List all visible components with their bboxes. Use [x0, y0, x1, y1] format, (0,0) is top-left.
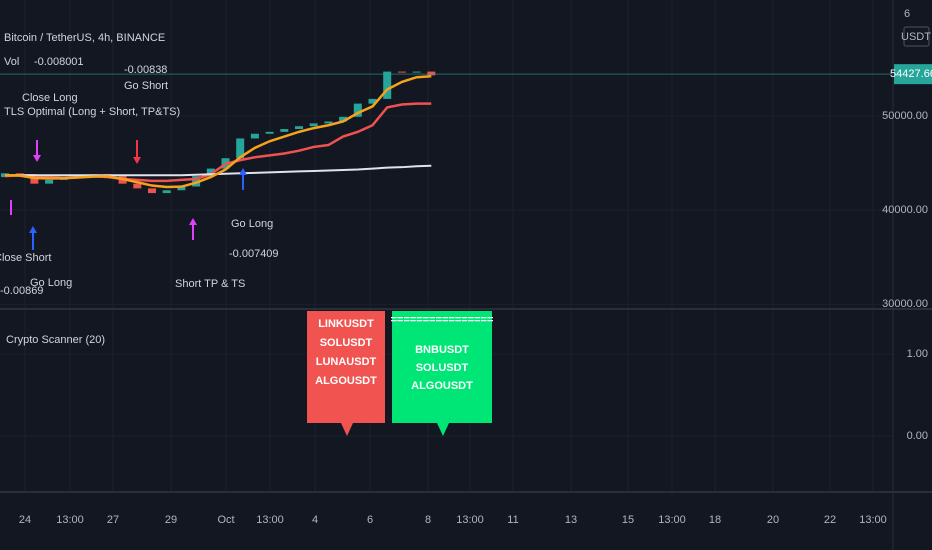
x-tick-label: 13:00 — [56, 514, 84, 526]
x-tick-label: 24 — [19, 514, 31, 526]
annotation: Close Short — [0, 252, 51, 264]
candle — [324, 121, 333, 124]
currency-box[interactable] — [903, 26, 930, 47]
last-price-label: 54427.66 — [890, 68, 932, 80]
candle — [397, 71, 406, 73]
plot: LINKUSDT SOLUSDT LUNAUSDT ALGOUSDT =========… — [0, 71, 893, 436]
currency[interactable]: USDT — [901, 31, 931, 43]
x-tick-label: 29 — [165, 514, 177, 526]
annotation: Short TP & TS — [175, 278, 245, 290]
x-tick-label: 13:00 — [859, 514, 887, 526]
y-tick-label: 30000.00 — [882, 298, 928, 310]
x-tick-label: 13:00 — [658, 514, 686, 526]
scanner-text: BNBUSDT — [415, 344, 469, 356]
arrow — [33, 155, 41, 162]
arrow — [239, 168, 247, 175]
scanner-label — [392, 311, 492, 436]
candle — [309, 123, 318, 127]
scanner-text: ALGOUSDT — [315, 375, 377, 387]
symbol-title: Bitcoin / TetherUS, 4h, BINANCE — [4, 32, 165, 44]
candle — [265, 131, 274, 134]
scanner-text: SOLUSDT — [416, 362, 469, 374]
x-tick-label: 18 — [709, 514, 721, 526]
annotation: Go Short — [124, 80, 168, 92]
candle — [427, 71, 436, 76]
scanner-title: Crypto Scanner (20) — [6, 334, 105, 346]
volume-label: Vol — [4, 56, 19, 68]
arrow — [133, 157, 141, 164]
x-tick-label: 13:00 — [256, 514, 284, 526]
x-tick-label: 13:00 — [456, 514, 484, 526]
x-tick-label: 20 — [767, 514, 779, 526]
annotation: -0.007409 — [229, 248, 279, 260]
x-tick-label: 8 — [425, 514, 431, 526]
grid — [0, 0, 893, 492]
x-tick-label: 4 — [312, 514, 318, 526]
candle — [353, 103, 362, 117]
candle — [45, 179, 54, 184]
x-tick-label: 6 — [367, 514, 373, 526]
y-tick-label: 0.00 — [907, 430, 928, 442]
x-tick-label: Oct — [217, 514, 234, 526]
arrow — [29, 226, 37, 233]
x-tick-label: 13 — [565, 514, 577, 526]
last-price-box — [894, 64, 932, 85]
y-tick-label: 50000.00 — [882, 110, 928, 122]
annotation: Go Long — [30, 277, 72, 289]
candle — [368, 98, 377, 104]
scanner-text: ALGOUSDT — [411, 380, 473, 392]
annotation: -0.008001 — [34, 56, 84, 68]
x-tick-label: 15 — [622, 514, 634, 526]
candle — [339, 116, 348, 122]
candle — [192, 176, 201, 187]
scanner-text: SOLUSDT — [320, 337, 373, 349]
y-tick-label: 40000.00 — [882, 204, 928, 216]
candle — [280, 129, 289, 132]
candle — [236, 138, 245, 159]
scanner-label — [307, 311, 385, 436]
scanner-text: LINKUSDT — [318, 318, 374, 330]
candle — [162, 190, 171, 194]
annotation: Go Long — [231, 218, 273, 230]
candle — [412, 71, 421, 73]
indicator-line — [4, 75, 432, 189]
x-tick-label: 11 — [507, 514, 518, 526]
candle — [250, 133, 259, 139]
candle — [383, 71, 392, 99]
candle — [148, 188, 156, 194]
annotation: Close Long — [22, 92, 78, 104]
x-tick-label: 27 — [107, 514, 119, 526]
scanner-text: ================ — [391, 314, 494, 326]
scanner-text: LUNAUSDT — [316, 356, 377, 368]
annotation: -0.00838 — [124, 64, 167, 76]
x-tick-label: 22 — [824, 514, 836, 526]
indicator-title: TLS Optimal (Long + Short, TP&TS) — [4, 106, 180, 118]
top-right-text: 6 — [904, 8, 910, 20]
candle — [30, 176, 39, 184]
candle — [177, 186, 186, 191]
signal-arrows — [10, 140, 247, 250]
y-tick-label: 1.00 — [907, 348, 928, 360]
annotation: -0.00869 — [0, 285, 43, 297]
candle — [295, 126, 303, 130]
candle — [133, 183, 142, 189]
arrow — [189, 218, 197, 225]
candle — [206, 168, 215, 177]
